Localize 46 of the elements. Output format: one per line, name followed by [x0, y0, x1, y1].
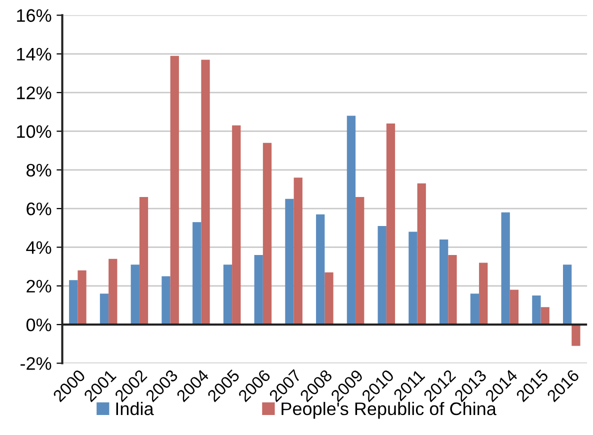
bar — [170, 56, 179, 325]
y-tick-label: 14% — [17, 48, 52, 61]
bar — [232, 125, 241, 325]
bar — [285, 198, 294, 325]
bar — [470, 294, 480, 325]
bar — [162, 276, 170, 325]
bar — [501, 212, 510, 325]
bar — [130, 264, 140, 325]
y-tick-label: 0% — [26, 318, 52, 332]
y-tick-label: 10% — [17, 125, 52, 138]
bar — [254, 254, 263, 325]
bar — [324, 272, 334, 325]
bar — [316, 214, 325, 325]
y-tick-label: 2% — [26, 280, 52, 293]
bar — [532, 296, 541, 325]
bar — [346, 116, 356, 325]
bar — [100, 294, 109, 325]
bar — [108, 258, 118, 325]
legend-label: India — [116, 402, 154, 416]
y-tick-label: 16% — [17, 9, 52, 22]
bar — [78, 270, 86, 325]
y-tick-label: 6% — [26, 202, 52, 216]
bar — [223, 264, 232, 325]
bar — [448, 254, 457, 325]
bar — [356, 196, 364, 325]
bar — [192, 222, 202, 325]
bar — [378, 226, 386, 325]
y-tick-label: -2% — [20, 357, 52, 370]
y-tick-label: 12% — [17, 86, 52, 100]
y-tick-label: 4% — [26, 241, 52, 254]
bar — [201, 60, 210, 325]
bar — [408, 232, 418, 325]
legend-label: People's Republic of China — [282, 402, 496, 419]
bar — [294, 178, 302, 325]
bar — [510, 290, 519, 325]
bar — [562, 264, 572, 325]
bar — [386, 123, 396, 325]
bar — [139, 196, 148, 325]
bar — [417, 183, 426, 325]
bar — [262, 142, 272, 325]
bar — [479, 262, 488, 325]
bar — [540, 307, 550, 325]
bar — [572, 324, 580, 346]
bar — [69, 280, 78, 325]
y-tick-label: 8% — [26, 164, 52, 177]
bar — [440, 239, 448, 325]
